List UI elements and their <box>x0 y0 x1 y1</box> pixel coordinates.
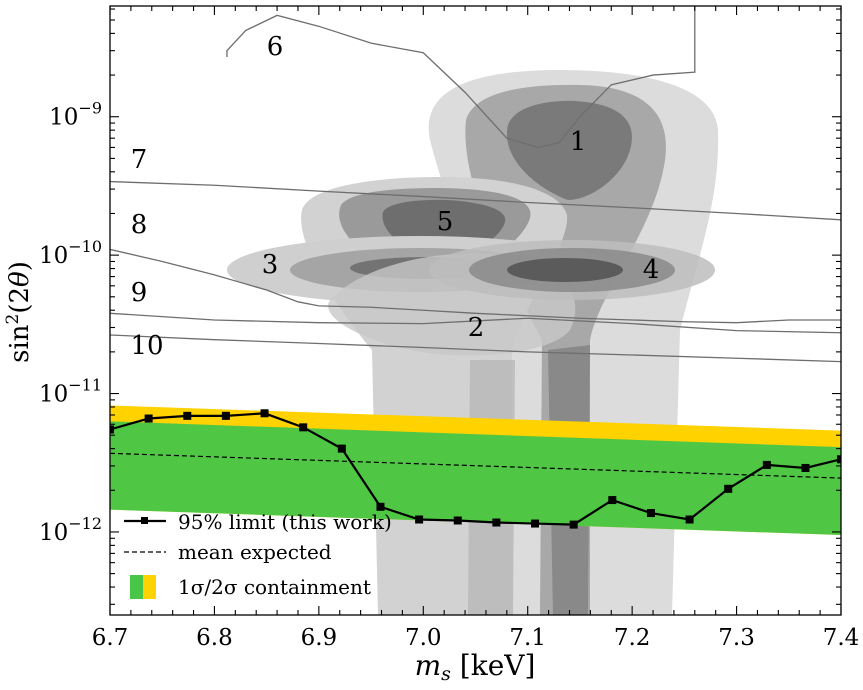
x-tick-label: 6.9 <box>301 625 338 651</box>
reference-label-8: 8 <box>131 210 148 240</box>
region-label-3: 3 <box>262 250 279 280</box>
limit-point <box>837 455 841 464</box>
x-tick-label: 7.3 <box>718 625 755 651</box>
limit-line <box>110 412 841 526</box>
region-1-inner <box>506 100 632 200</box>
x-tick-labels: 6.7 6.8 6.9 7.0 7.1 7.2 7.3 7.4 <box>92 625 860 651</box>
reference-label-6: 6 <box>267 32 284 62</box>
limit-point <box>492 518 501 527</box>
region-label-4: 4 <box>643 255 660 285</box>
limit-point <box>724 484 733 493</box>
limit-point <box>608 496 617 505</box>
limit-point <box>646 509 655 518</box>
limit-point <box>801 463 810 472</box>
x-tick-label: 7.2 <box>614 625 651 651</box>
y-tick-label: 10−9 <box>49 99 102 131</box>
reference-curve-10 <box>110 334 841 363</box>
limit-point <box>110 425 114 434</box>
legend-1sigma-swatch <box>130 575 143 599</box>
limit-point <box>762 460 771 469</box>
legend-band-label: 1σ/2σ containment <box>178 575 371 599</box>
svg-text:sin2(2θ): sin2(2θ) <box>3 261 35 363</box>
limit-point <box>299 423 308 432</box>
limit-point <box>376 502 385 511</box>
reference-curve-6 <box>226 6 696 149</box>
reference-curves <box>110 6 841 363</box>
limit-point <box>221 411 230 420</box>
limit-point <box>531 519 540 528</box>
limit-markers <box>110 409 841 529</box>
limit-point <box>183 411 192 420</box>
legend-limit-label: 95% limit (this work) <box>178 510 392 534</box>
y-tick-label: 10−11 <box>39 376 102 408</box>
limit-point <box>415 515 424 524</box>
reference-label-9: 9 <box>131 278 148 308</box>
expected-line <box>110 452 841 479</box>
x-tick-label: 6.7 <box>92 625 129 651</box>
limit-point <box>337 444 346 453</box>
region-label-1: 1 <box>570 127 587 157</box>
reference-label-10: 10 <box>130 331 163 361</box>
limit-point <box>685 515 694 524</box>
limit-point <box>453 516 462 525</box>
region-label-2: 2 <box>468 313 485 343</box>
reference-curve-labels: 7 8 9 10 6 <box>130 32 283 361</box>
reference-curve-9 <box>110 312 841 334</box>
band-1sigma <box>110 421 841 536</box>
region-labels: 1 2 3 4 5 <box>262 127 660 343</box>
region-4-inner <box>507 258 623 282</box>
limit-point <box>144 414 153 423</box>
legend-limit-marker <box>141 517 148 524</box>
legend-expected-label: mean expected <box>178 540 332 564</box>
y-tick-labels: 10−9 10−10 10−11 10−12 <box>39 99 102 546</box>
legend-2sigma-swatch <box>143 575 156 599</box>
x-axis-label: ms [keV] <box>415 649 536 685</box>
legend: 95% limit (this work) mean expected 1σ/2… <box>124 510 392 599</box>
y-axis-label: sin2(2θ) <box>3 261 35 363</box>
plot-area <box>110 6 841 615</box>
limit-point <box>260 409 269 418</box>
y-tick-label: 10−10 <box>39 237 102 269</box>
reference-label-7: 7 <box>131 145 148 175</box>
limit-point <box>569 520 578 529</box>
x-tick-label: 6.8 <box>196 625 233 651</box>
x-tick-label: 7.4 <box>823 625 860 651</box>
y-tick-label: 10−12 <box>39 514 102 546</box>
x-tick-label: 7.0 <box>405 625 442 651</box>
region-label-5: 5 <box>437 207 454 237</box>
axis-ticks <box>109 6 842 615</box>
reference-curve-7 <box>110 180 841 221</box>
reference-curve-8 <box>110 248 841 324</box>
x-tick-label: 7.1 <box>509 625 546 651</box>
